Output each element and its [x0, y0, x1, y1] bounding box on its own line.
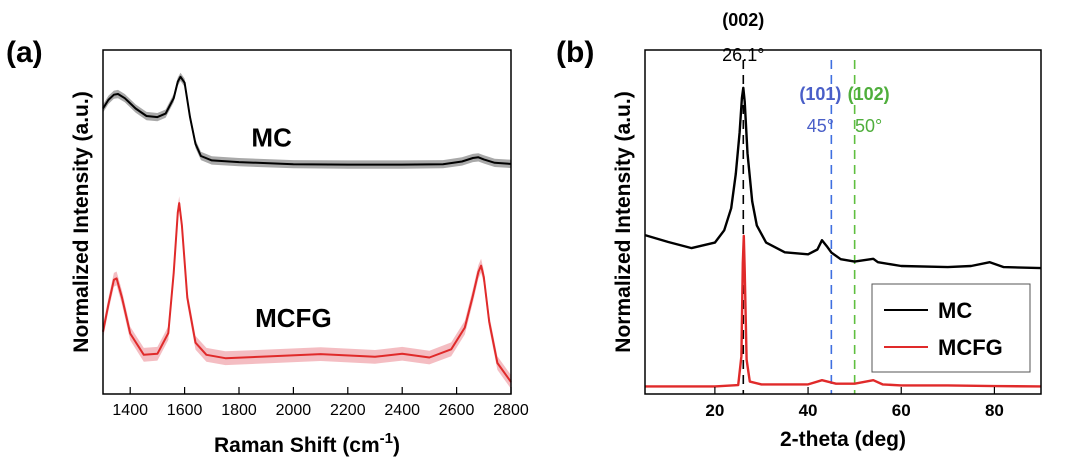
- legend-label-mcfg: MCFG: [938, 335, 1003, 360]
- panel-b: (b) 20 40 60 80 (002)26.1°(101)45°(102)50° …: [556, 10, 1042, 451]
- b-peak-hkl-102: (102): [848, 84, 890, 104]
- b-legend: MC MCFG: [871, 283, 1031, 373]
- b-x-axis-title: 2-theta (deg): [780, 428, 906, 451]
- b-peak-hkl-101: (101): [799, 84, 841, 104]
- b-x-tick-label: 80: [985, 401, 1004, 420]
- b-x-tick-label: 40: [799, 401, 818, 420]
- a-x-axis-title: Raman Shift (cm-1): [214, 430, 400, 457]
- b-line-mc: [644, 86, 1042, 270]
- a-x-tick-label: 2400: [384, 402, 420, 419]
- a-x-tick-label: 2800: [493, 402, 529, 419]
- a-series-label-mc: MC: [251, 122, 292, 152]
- b-peak-hkl-002: (002): [722, 10, 764, 30]
- panel-b-label: (b): [556, 36, 594, 69]
- b-reference-lines: [742, 60, 856, 394]
- a-line-mcfg: [102, 202, 512, 383]
- a-line-mc: [102, 75, 512, 166]
- b-peak-labels: (002) 26.1° (101) 45° (102) 50°: [722, 10, 889, 136]
- b-x-ticks: 20 40 60 80: [705, 387, 1004, 420]
- a-band-mc: [103, 72, 511, 169]
- b-x-tick-label: 20: [705, 401, 724, 420]
- a-x-tick-label: 2200: [330, 402, 366, 419]
- b-peak-angle-002: 26.1°: [722, 45, 764, 65]
- a-x-tick-label: 1600: [167, 402, 203, 419]
- b-peak-angle-101: 45°: [807, 116, 834, 136]
- a-series-labels: MC MCFG: [251, 122, 331, 333]
- a-series-label-mcfg: MCFG: [255, 303, 332, 333]
- panel-a-label: (a): [6, 36, 43, 69]
- a-x-tick-label: 1400: [112, 402, 148, 419]
- a-x-tick-label: 1800: [221, 402, 257, 419]
- a-band-mcfg: [103, 196, 511, 389]
- b-plot-frame: [644, 49, 1042, 395]
- b-peak-angle-102: 50°: [855, 116, 882, 136]
- b-series-lines: [644, 86, 1042, 388]
- a-y-axis-title: Normalized Intensity (a.u.): [70, 91, 93, 352]
- b-y-axis-title: Normalized Intensity (a.u.): [612, 91, 635, 352]
- a-x-tick-label: 2600: [439, 402, 475, 419]
- panel-a: (a) 1400 1600 1800 2000 2200 2400 2600 2800 MCM…: [6, 36, 529, 457]
- b-line-mcfg: [645, 234, 1042, 388]
- b-x-tick-label: 60: [892, 401, 911, 420]
- a-x-ticks: 1400 1600 1800 2000 2200 2400 2600 2800: [112, 387, 529, 419]
- a-x-tick-label: 2000: [276, 402, 312, 419]
- a-series-lines: [102, 75, 512, 383]
- legend-label-mc: MC: [938, 298, 972, 323]
- a-plot-frame: [102, 49, 512, 395]
- legend-box: [871, 283, 1031, 373]
